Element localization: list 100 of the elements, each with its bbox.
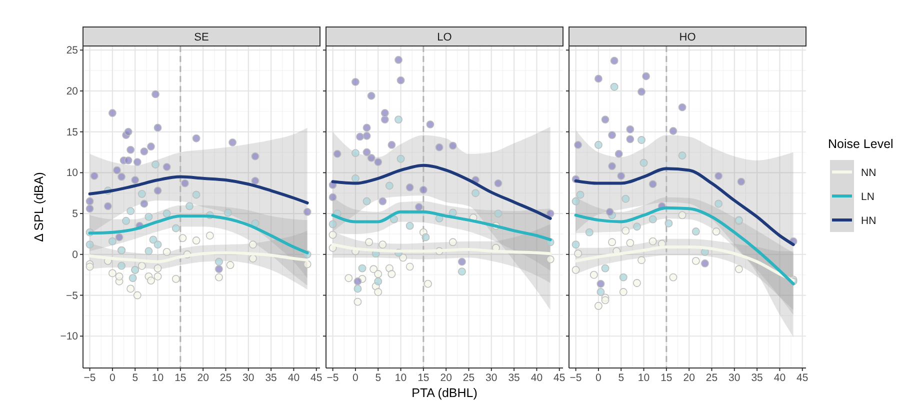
x-tick-label: 15 xyxy=(174,372,186,384)
point xyxy=(546,255,554,264)
x-tick-label: 30 xyxy=(728,372,740,384)
x-tick-label: 20 xyxy=(683,372,696,384)
point xyxy=(494,210,502,218)
x-tick-label: 15 xyxy=(660,372,672,384)
point xyxy=(126,146,135,154)
point xyxy=(494,179,502,188)
point xyxy=(328,230,337,239)
point xyxy=(594,74,602,83)
point xyxy=(622,194,630,203)
point xyxy=(601,264,610,272)
point xyxy=(367,154,376,162)
point xyxy=(351,149,360,158)
point xyxy=(678,103,686,112)
point xyxy=(594,302,602,310)
point xyxy=(388,140,396,149)
point xyxy=(90,172,98,180)
point xyxy=(108,269,116,278)
point xyxy=(162,248,171,256)
point xyxy=(104,202,112,210)
point xyxy=(435,143,444,152)
x-tick-label: 35 xyxy=(508,372,520,384)
point xyxy=(362,124,371,132)
point xyxy=(406,222,414,230)
point xyxy=(380,116,389,124)
x-tick-label: 30 xyxy=(486,372,498,384)
y-tick-label: 10 xyxy=(66,167,78,180)
y-tick-label: −5 xyxy=(66,290,78,302)
point xyxy=(424,280,432,288)
point xyxy=(328,193,337,202)
point xyxy=(178,234,187,242)
point xyxy=(370,265,378,274)
point xyxy=(574,250,582,258)
point xyxy=(626,135,634,144)
point xyxy=(86,262,94,271)
legend-label: LN xyxy=(861,191,874,203)
x-tick-label: 45 xyxy=(796,372,808,384)
point xyxy=(388,270,396,278)
point xyxy=(214,258,223,266)
point xyxy=(390,215,398,224)
point xyxy=(619,288,628,296)
point xyxy=(626,239,634,247)
point xyxy=(448,208,457,217)
point xyxy=(206,232,214,240)
point xyxy=(648,237,657,246)
x-tick-label: −5 xyxy=(326,372,339,384)
point xyxy=(86,204,94,213)
point xyxy=(351,78,360,86)
point xyxy=(358,264,366,272)
point xyxy=(128,274,137,282)
point xyxy=(154,186,162,195)
point xyxy=(585,228,594,236)
point xyxy=(610,82,618,91)
point xyxy=(678,152,686,160)
point xyxy=(614,150,623,158)
point xyxy=(692,228,700,236)
point xyxy=(356,132,364,141)
point xyxy=(594,140,602,149)
x-tick-label: −5 xyxy=(570,372,582,384)
point xyxy=(374,158,382,166)
point xyxy=(138,262,146,270)
x-tick-label: 0 xyxy=(596,372,602,384)
point xyxy=(152,160,160,168)
point xyxy=(251,152,260,160)
point xyxy=(108,237,116,246)
point xyxy=(147,142,155,150)
point xyxy=(192,236,200,244)
point xyxy=(458,268,466,276)
y-tick-label: 0 xyxy=(72,248,78,261)
point xyxy=(385,182,394,190)
point xyxy=(154,124,162,132)
point xyxy=(419,186,428,194)
point xyxy=(596,288,605,296)
point xyxy=(669,127,678,135)
chart-title: SE xyxy=(194,32,209,44)
point xyxy=(606,208,614,216)
y-tick-label: −10 xyxy=(60,330,78,343)
point xyxy=(354,277,362,286)
point xyxy=(86,240,94,249)
x-axis-title: PTA (dBHL) xyxy=(412,386,478,400)
point xyxy=(374,277,382,286)
point xyxy=(214,273,223,282)
x-tick-label: 45 xyxy=(554,372,566,384)
point xyxy=(610,56,618,65)
point xyxy=(590,270,598,279)
point xyxy=(737,178,746,186)
point xyxy=(608,131,616,140)
x-tick-label: 10 xyxy=(394,372,407,384)
point xyxy=(138,190,146,198)
y-tick-label: 25 xyxy=(66,44,78,57)
point xyxy=(426,120,434,128)
point xyxy=(162,210,171,218)
x-tick-label: 20 xyxy=(197,372,210,384)
point xyxy=(248,254,257,262)
point xyxy=(228,138,237,146)
point xyxy=(154,240,162,249)
point xyxy=(576,190,584,199)
x-tick-label: 35 xyxy=(751,372,764,384)
point xyxy=(617,172,626,180)
